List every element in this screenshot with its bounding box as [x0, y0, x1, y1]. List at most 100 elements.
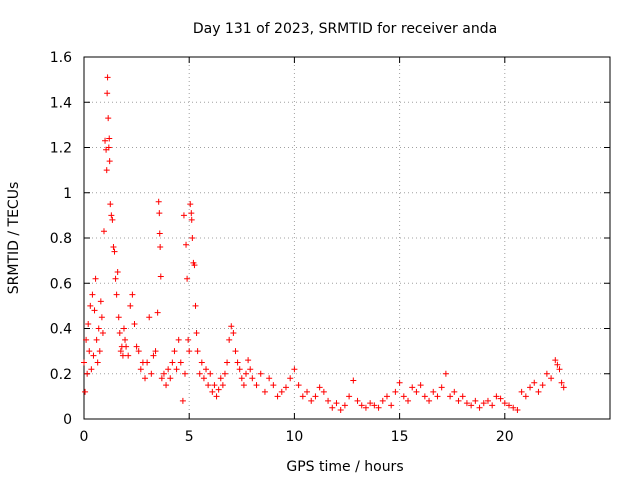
- data-point: [83, 336, 90, 343]
- y-tick-label: 1: [63, 186, 72, 202]
- data-point: [109, 216, 116, 223]
- data-point: [115, 314, 122, 321]
- data-point: [82, 388, 89, 395]
- y-tick-label: 0: [63, 412, 72, 428]
- data-point: [181, 370, 188, 377]
- data-point: [191, 262, 198, 269]
- data-point: [325, 397, 332, 404]
- data-point: [476, 404, 483, 411]
- data-point: [430, 388, 437, 395]
- data-point: [367, 400, 374, 407]
- data-point: [527, 384, 534, 391]
- data-point: [238, 375, 245, 382]
- data-point: [442, 370, 449, 377]
- data-point: [236, 366, 243, 373]
- data-point: [189, 235, 196, 241]
- data-point: [282, 384, 289, 391]
- data-point: [150, 352, 157, 359]
- data-point: [226, 336, 233, 343]
- data-point: [98, 314, 105, 321]
- x-tick-label: 10: [285, 429, 303, 445]
- data-point: [160, 370, 167, 377]
- data-point: [261, 388, 268, 395]
- data-point: [413, 388, 420, 395]
- data-point: [137, 366, 144, 373]
- data-point: [179, 397, 186, 404]
- data-point: [484, 397, 491, 404]
- data-point: [96, 348, 103, 355]
- data-point: [116, 330, 123, 337]
- data-point: [472, 397, 479, 404]
- y-tick-label: 0.6: [50, 276, 72, 292]
- data-point: [133, 343, 140, 350]
- data-point: [480, 400, 487, 407]
- data-point: [514, 406, 521, 413]
- data-point: [295, 382, 302, 389]
- data-point: [114, 268, 121, 275]
- data-point: [274, 393, 281, 400]
- grid-lines: [84, 57, 610, 419]
- data-point: [81, 359, 87, 366]
- data-point: [105, 144, 112, 151]
- data-point: [175, 336, 182, 343]
- data-point: [169, 359, 176, 366]
- data-point: [215, 386, 222, 393]
- data-point: [417, 382, 424, 389]
- data-point: [493, 393, 500, 400]
- data-point: [131, 320, 138, 327]
- data-point: [253, 382, 260, 389]
- data-point: [535, 388, 542, 395]
- data-point: [203, 366, 210, 373]
- data-point: [316, 384, 323, 391]
- data-point: [320, 388, 327, 395]
- data-point: [219, 382, 226, 389]
- data-point: [105, 115, 112, 122]
- data-point: [87, 302, 94, 309]
- data-point: [107, 201, 114, 208]
- data-point: [86, 348, 93, 355]
- data-point: [93, 336, 100, 343]
- x-tick-label: 15: [391, 429, 409, 445]
- data-point: [196, 370, 203, 377]
- data-point: [421, 393, 428, 400]
- data-point: [152, 348, 159, 355]
- data-point: [194, 348, 201, 355]
- data-point: [117, 348, 124, 355]
- data-point: [232, 348, 239, 355]
- data-point: [200, 375, 207, 382]
- data-point: [89, 291, 96, 298]
- data-point: [171, 348, 178, 355]
- data-point: [155, 198, 162, 205]
- data-point: [249, 375, 256, 382]
- data-point: [350, 377, 357, 384]
- y-tick-label: 0.8: [50, 231, 72, 247]
- data-point: [278, 388, 285, 395]
- data-point: [548, 375, 555, 382]
- data-point: [266, 375, 273, 382]
- data-points: [81, 74, 567, 413]
- data-point: [522, 393, 529, 400]
- data-point: [90, 352, 97, 359]
- data-point: [459, 393, 466, 400]
- data-point: [120, 325, 127, 332]
- data-point: [217, 375, 224, 382]
- data-point: [240, 382, 247, 389]
- data-point: [400, 393, 407, 400]
- data-point: [144, 359, 151, 366]
- data-point: [92, 275, 99, 282]
- y-tick-label: 0.4: [50, 322, 72, 338]
- data-point: [112, 275, 119, 282]
- data-point: [257, 370, 264, 377]
- data-point: [558, 379, 565, 386]
- y-axis: 0 0.2 0.4 0.6 0.8 1 1.2 1.4 1.6: [50, 50, 610, 428]
- y-tick-label: 1.4: [50, 95, 72, 111]
- data-point: [180, 212, 187, 219]
- data-point: [111, 248, 118, 255]
- data-point: [163, 382, 170, 389]
- data-point: [97, 298, 104, 305]
- data-point: [392, 388, 399, 395]
- data-point: [205, 382, 212, 389]
- data-point: [362, 404, 369, 411]
- data-point: [186, 348, 193, 355]
- data-point: [167, 375, 174, 382]
